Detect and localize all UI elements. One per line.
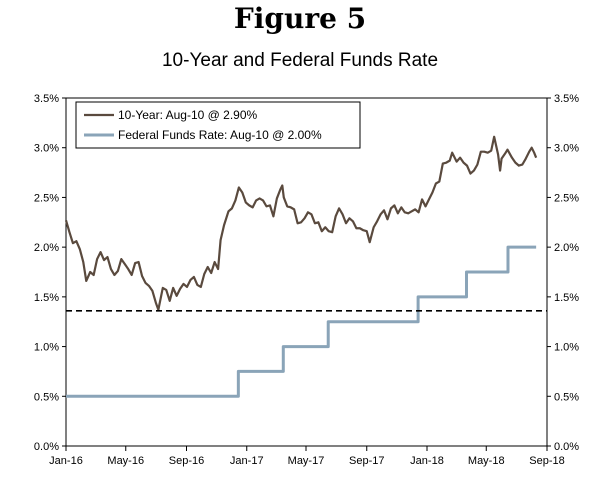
y-tick-label-right: 1.0% xyxy=(554,342,579,354)
y-tick-label-left: 2.0% xyxy=(34,242,59,254)
chart-subtitle: 10-Year and Federal Funds Rate xyxy=(161,50,439,71)
y-tick-label-right: 0.0% xyxy=(554,441,579,453)
y-tick-label-right: 3.5% xyxy=(554,93,579,105)
y-tick-label-left: 3.5% xyxy=(34,93,59,105)
y-tick-label-right: 2.5% xyxy=(554,192,579,204)
y-tick-label-right: 3.0% xyxy=(554,143,579,155)
y-axis-left: 0.0% 0.5% 1.0% 1.5% 2.0% 2.5% 3.0% 3.5% xyxy=(34,93,66,453)
y-tick-label-left: 2.5% xyxy=(34,192,59,204)
x-axis: Jan-16 May-16 Sep-16 Jan-17 May-17 Sep-17 Jan-… xyxy=(49,446,565,467)
legend-entry: Federal Funds Rate: Aug-10 @ 2.00% xyxy=(118,128,322,142)
legend-box xyxy=(75,101,361,149)
series-layer xyxy=(64,135,547,398)
x-tick-label: Jan-17 xyxy=(230,455,264,467)
x-tick-label: Jan-18 xyxy=(410,455,444,467)
y-tick-label-left: 0.0% xyxy=(34,441,59,453)
x-tick-label: Sep-18 xyxy=(529,455,564,467)
series-10-year-line xyxy=(64,135,538,311)
x-tick-label: May-18 xyxy=(468,455,505,467)
x-tick-label: May-16 xyxy=(107,455,144,467)
y-axis-right: 0.0% 0.5% 1.0% 1.5% 2.0% 2.5% 3.0% 3.5% xyxy=(547,93,579,453)
y-tick-label-left: 3.0% xyxy=(34,143,59,155)
legend-entry: 10-Year: Aug-10 @ 2.90% xyxy=(118,108,257,122)
y-tick-label-right: 2.0% xyxy=(554,242,579,254)
y-tick-label-right: 0.5% xyxy=(554,391,579,403)
y-tick-label-left: 0.5% xyxy=(34,391,59,403)
x-tick-label: Jan-16 xyxy=(49,455,83,467)
y-tick-label-right: 1.5% xyxy=(554,292,579,304)
x-tick-label: Sep-17 xyxy=(349,455,384,467)
figure-title: Figure 5 xyxy=(233,2,367,35)
y-tick-label-left: 1.0% xyxy=(34,342,59,354)
series-fed-funds-line xyxy=(66,245,537,398)
x-tick-label: Sep-16 xyxy=(169,455,204,467)
y-tick-label-left: 1.5% xyxy=(34,292,59,304)
x-tick-label: May-17 xyxy=(288,455,325,467)
legend: 10-Year: Aug-10 @ 2.90% Federal Funds Rat… xyxy=(75,101,361,149)
